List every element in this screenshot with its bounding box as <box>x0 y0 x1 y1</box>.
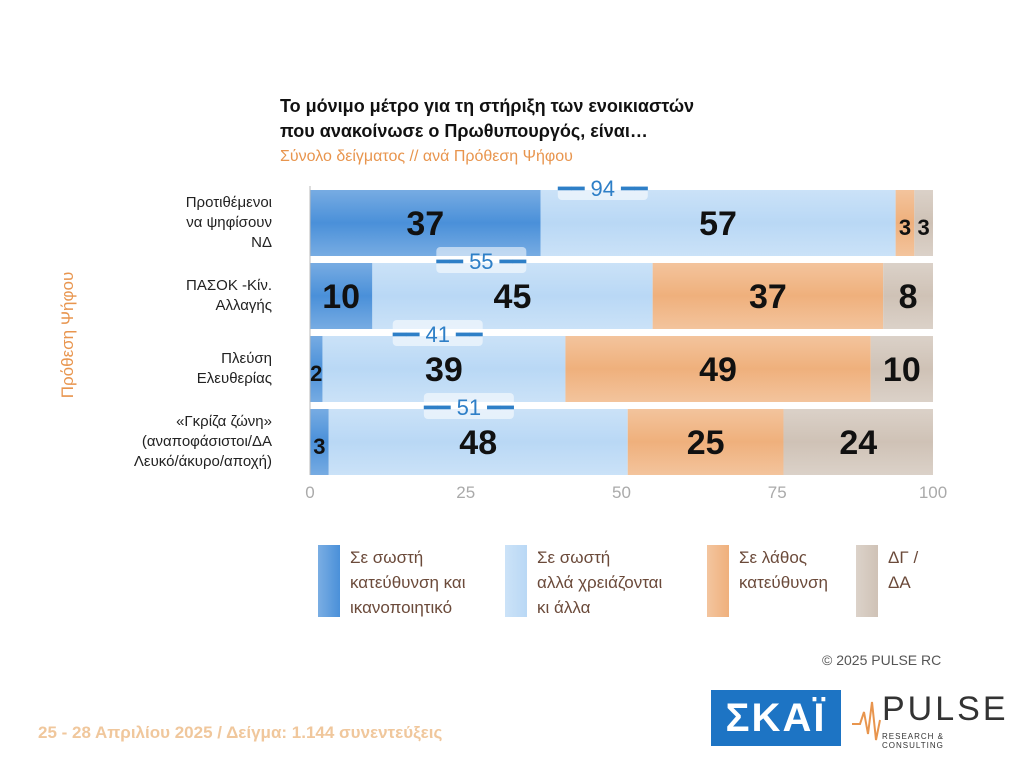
bar-segment <box>310 336 323 402</box>
total-label: ━━ 41 ━━ <box>392 322 483 347</box>
legend-text: ΔΓ / ΔΑ <box>888 545 918 595</box>
data-label: 10 <box>322 278 360 316</box>
x-tick-label: 75 <box>768 483 787 502</box>
copyright: © 2025 PULSE RC <box>822 652 942 668</box>
row-label: Πλεύση Ελευθερίας <box>197 349 272 389</box>
pulse-logo-subtext: RESEARCH & CONSULTING <box>882 732 945 750</box>
legend-item: Σε σωστή κατεύθυνση και ικανοποιητικό <box>318 545 466 620</box>
bar-segment <box>310 190 541 256</box>
legend-line: ΔΑ <box>888 573 911 592</box>
total-badge <box>557 174 648 200</box>
total-label: ━━ 51 ━━ <box>423 395 514 420</box>
legend-line: Σε σωστή <box>350 548 424 567</box>
bar-segment <box>328 409 628 475</box>
legend-text: Σε λάθος κατεύθυνση <box>739 545 828 595</box>
row-label-line: ΠΑΣΟΚ -Κίν. <box>186 277 272 294</box>
data-label: 2 <box>310 361 322 386</box>
legend-line: ΔΓ / <box>888 548 919 567</box>
chart-title: Το μόνιμο μέτρο για τη στήριξη των ενοικ… <box>280 94 694 144</box>
legend-item: Σε σωστή αλλά χρειάζονται κι άλλα <box>505 545 662 620</box>
data-label: 3 <box>313 434 325 459</box>
legend-line: κατεύθυνση και <box>350 573 466 592</box>
skai-logo-text: ΣΚΑΪ <box>725 695 827 740</box>
total-badge <box>423 393 514 419</box>
row-label-line: Προτιθέμενοι <box>185 194 272 211</box>
title-line-1: Το μόνιμο μέτρο για τη στήριξη των ενοικ… <box>280 96 695 116</box>
legend-text: Σε σωστή κατεύθυνση και ικανοποιητικό <box>350 545 466 620</box>
skai-logo: ΣΚΑΪ <box>711 690 841 746</box>
row-label-line: ΝΔ <box>251 234 272 251</box>
bar-segment <box>883 263 933 329</box>
title-line-2: που ανακοίνωσε ο Πρωθυπουργός, είναι… <box>280 121 648 141</box>
total-badge <box>436 247 527 273</box>
row-label: Προτιθέμενοι να ψηφίσουν ΝΔ <box>186 193 272 253</box>
legend-line: Σε λάθος <box>739 548 807 567</box>
data-label: 45 <box>494 278 532 316</box>
legend-line: Σε σωστή <box>537 548 611 567</box>
data-label: 37 <box>406 205 444 243</box>
total-label: ━━ 55 ━━ <box>435 249 526 274</box>
pulse-wave-icon <box>852 701 881 741</box>
row-label-line: (αναποφάσιστοι/ΔΑ <box>141 433 272 450</box>
bar-segment <box>895 190 915 256</box>
bar-segment <box>565 336 871 402</box>
bar-segment <box>322 336 566 402</box>
legend-swatch <box>856 545 878 617</box>
row-label-line: να ψηφίσουν <box>186 214 272 231</box>
data-label: 24 <box>839 424 877 462</box>
data-label: 57 <box>699 205 737 243</box>
row-label: «Γκρίζα ζώνη» (αναποφάσιστοι/ΔΑ Λευκό/άκυρ… <box>134 412 272 472</box>
x-tick-label: 0 <box>305 483 314 502</box>
chart-subtitle: Σύνολο δείγματος // ανά Πρόθεση Ψήφου <box>280 148 573 165</box>
legend-swatch <box>707 545 729 617</box>
bar-segment <box>310 263 373 329</box>
legend-swatch <box>318 545 340 617</box>
legend-swatch <box>505 545 527 617</box>
legend-line: κι άλλα <box>537 598 591 617</box>
legend-text: Σε σωστή αλλά χρειάζονται κι άλλα <box>537 545 662 620</box>
x-tick-label: 50 <box>612 483 631 502</box>
x-tick-label: 25 <box>456 483 475 502</box>
legend-line: ικανοποιητικό <box>350 598 453 617</box>
x-tick-label: 100 <box>919 483 947 502</box>
bar-segment <box>870 336 933 402</box>
legend-item: Σε λάθος κατεύθυνση <box>707 545 828 617</box>
total-badge <box>392 320 483 346</box>
bar-segment <box>783 409 933 475</box>
footer-sample-info: 25 - 28 Απριλίου 2025 / Δείγμα: 1.144 συ… <box>38 723 443 742</box>
pulse-logo: PULSE RESEARCH & CONSULTING <box>852 690 1006 750</box>
legend-line: κατεύθυνση <box>739 573 828 592</box>
data-label: 8 <box>899 278 918 316</box>
data-label: 49 <box>699 351 737 389</box>
data-label: 3 <box>899 215 911 240</box>
row-label-line: «Γκρίζα ζώνη» <box>176 413 272 430</box>
bar-segment <box>310 409 329 475</box>
data-label: 3 <box>918 215 930 240</box>
bar-segment <box>652 263 884 329</box>
legend-line: αλλά χρειάζονται <box>537 573 663 592</box>
data-label: 10 <box>883 351 921 389</box>
bar-segment <box>372 263 653 329</box>
legend-item: ΔΓ / ΔΑ <box>856 545 918 617</box>
row-label-line: Λευκό/άκυρο/αποχή) <box>133 453 272 470</box>
total-label: ━━ 94 ━━ <box>557 176 648 201</box>
y-axis-label: Πρόθεση Ψήφου <box>58 271 77 399</box>
data-label: 25 <box>687 424 725 462</box>
data-label: 48 <box>459 424 497 462</box>
data-label: 39 <box>425 351 463 389</box>
pulse-logo-text: PULSE <box>882 690 1009 728</box>
row-label-line: Ελευθερίας <box>196 370 272 387</box>
bar-segment <box>627 409 784 475</box>
row-label-line: Πλεύση <box>221 350 272 367</box>
row-label-line: Αλλαγής <box>215 297 272 314</box>
bar-segment <box>914 190 933 256</box>
data-label: 37 <box>749 278 787 316</box>
bar-segment <box>540 190 896 256</box>
row-label: ΠΑΣΟΚ -Κίν. Αλλαγής <box>186 276 272 316</box>
